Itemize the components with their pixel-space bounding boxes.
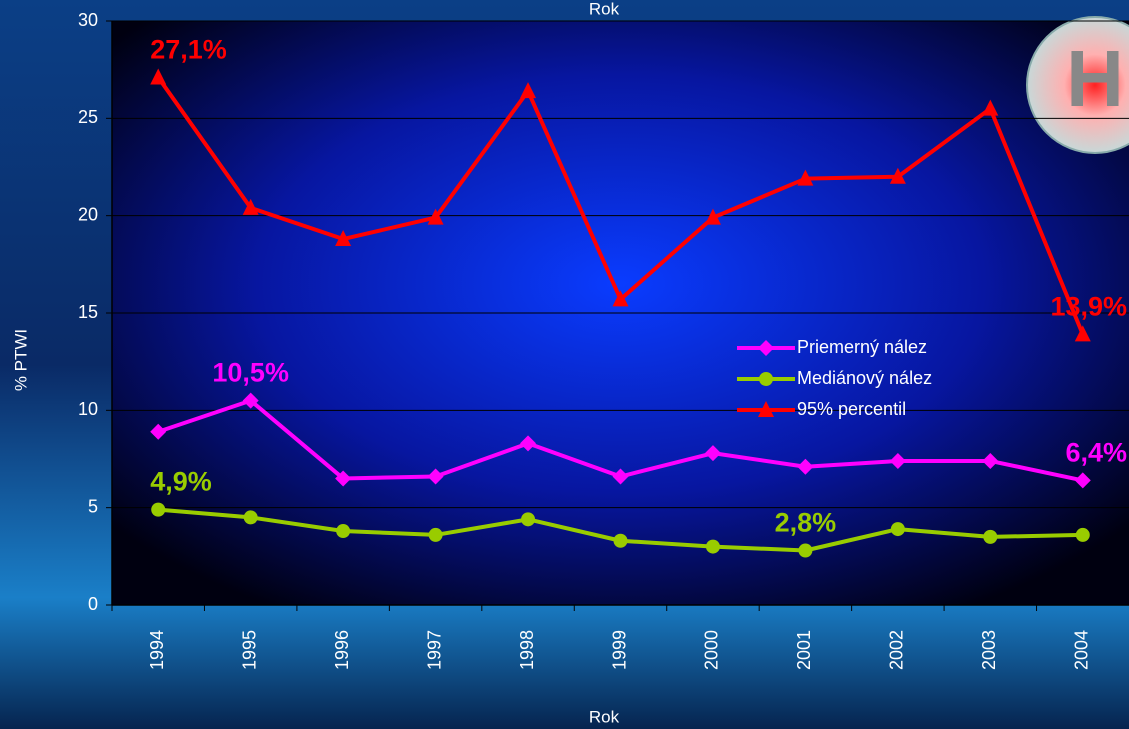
data-label: 13,9% xyxy=(1050,292,1127,322)
data-point xyxy=(614,534,628,548)
data-label: 6,4% xyxy=(1065,438,1127,468)
data-label: 27,1% xyxy=(150,35,227,65)
y-axis-title: % PTWI xyxy=(11,329,30,391)
x-tick-label: 1997 xyxy=(424,630,444,670)
top-label: Rok xyxy=(589,0,620,18)
y-tick-label: 15 xyxy=(78,302,98,322)
data-label: 2,8% xyxy=(775,508,837,538)
legend-marker xyxy=(759,372,773,386)
x-tick-label: 1999 xyxy=(609,630,629,670)
y-tick-label: 0 xyxy=(88,594,98,614)
data-point xyxy=(983,530,997,544)
data-point xyxy=(336,524,350,538)
data-point xyxy=(706,540,720,554)
x-tick-label: 1994 xyxy=(147,630,167,670)
data-label: 10,5% xyxy=(212,358,289,388)
y-tick-label: 30 xyxy=(78,10,98,30)
data-point xyxy=(798,543,812,557)
x-tick-label: 2003 xyxy=(979,630,999,670)
x-tick-label: 2002 xyxy=(887,630,907,670)
data-point xyxy=(891,522,905,536)
legend-label: Priemerný nález xyxy=(797,337,927,357)
x-tick-label: 1998 xyxy=(517,630,537,670)
x-tick-label: 2001 xyxy=(794,630,814,670)
data-point xyxy=(151,503,165,517)
x-axis-title: Rok xyxy=(589,707,620,726)
x-tick-label: 2004 xyxy=(1072,630,1092,670)
data-point xyxy=(429,528,443,542)
y-tick-label: 25 xyxy=(78,107,98,127)
data-point xyxy=(1076,528,1090,542)
x-tick-label: 2000 xyxy=(702,630,722,670)
legend-label: 95% percentil xyxy=(797,399,906,419)
data-label: 4,9% xyxy=(150,467,212,497)
legend-label: Mediánový nález xyxy=(797,368,932,388)
y-tick-label: 5 xyxy=(88,496,98,516)
x-tick-label: 1995 xyxy=(239,630,259,670)
y-tick-label: 10 xyxy=(78,399,98,419)
logo-text: H xyxy=(1066,34,1124,123)
y-tick-label: 20 xyxy=(78,204,98,224)
data-point xyxy=(521,512,535,526)
x-tick-label: 1996 xyxy=(332,630,352,670)
data-point xyxy=(244,510,258,524)
chart: H Rok Rok % PTWI 0 5 10 15 20 25 30 1994 1995 199… xyxy=(0,0,1129,729)
